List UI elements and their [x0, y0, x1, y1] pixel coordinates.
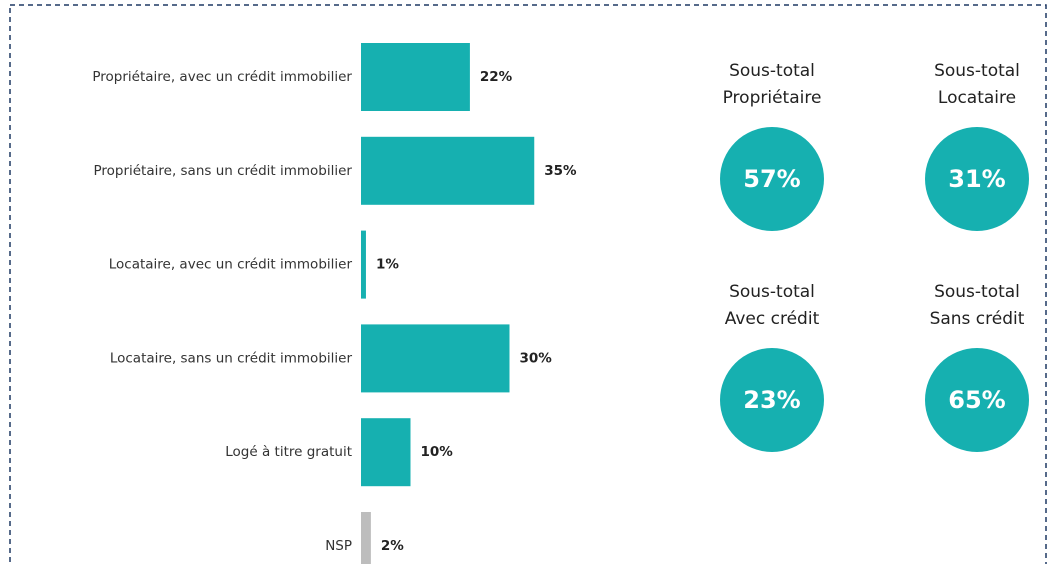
bar	[361, 230, 366, 299]
subtotal-circle	[720, 348, 824, 452]
bar	[361, 512, 371, 564]
subtotal-value: 65%	[948, 386, 1005, 414]
category-label: NSP	[325, 538, 352, 554]
subtotal-label: Sous-total	[934, 61, 1020, 81]
subtotal-circle	[925, 348, 1029, 452]
category-label: Locataire, avec un crédit immobilier	[109, 257, 353, 273]
subtotal-label: Sans crédit	[930, 309, 1025, 329]
category-label: Propriétaire, sans un crédit immobilier	[93, 163, 352, 179]
bar	[361, 324, 510, 393]
subtotal-label: Sous-total	[729, 61, 815, 81]
subtotal-label: Sous-total	[934, 282, 1020, 302]
subtotal-label: Sous-total	[729, 282, 815, 302]
dashed-frame	[9, 4, 1047, 564]
subtotal-label: Propriétaire	[723, 88, 822, 108]
subtotal-value: 31%	[948, 165, 1005, 193]
value-label: 22%	[480, 69, 513, 85]
bar	[361, 43, 470, 111]
category-label: Propriétaire, avec un crédit immobilier	[92, 69, 352, 85]
value-label: 35%	[544, 163, 577, 179]
subtotal-label: Locataire	[938, 88, 1016, 108]
value-label: 1%	[376, 257, 399, 273]
bar	[361, 418, 411, 487]
category-label: Locataire, sans un crédit immobilier	[110, 350, 353, 366]
subtotal-value: 23%	[743, 386, 800, 414]
bar	[361, 136, 535, 205]
subtotal-circle	[720, 127, 824, 231]
value-label: 30%	[520, 350, 553, 366]
subtotal-circle	[925, 127, 1029, 231]
value-label: 10%	[421, 444, 454, 460]
value-label: 2%	[381, 538, 404, 554]
subtotal-label: Avec crédit	[725, 309, 820, 329]
subtotal-value: 57%	[743, 165, 800, 193]
category-label: Logé à titre gratuit	[225, 444, 352, 460]
